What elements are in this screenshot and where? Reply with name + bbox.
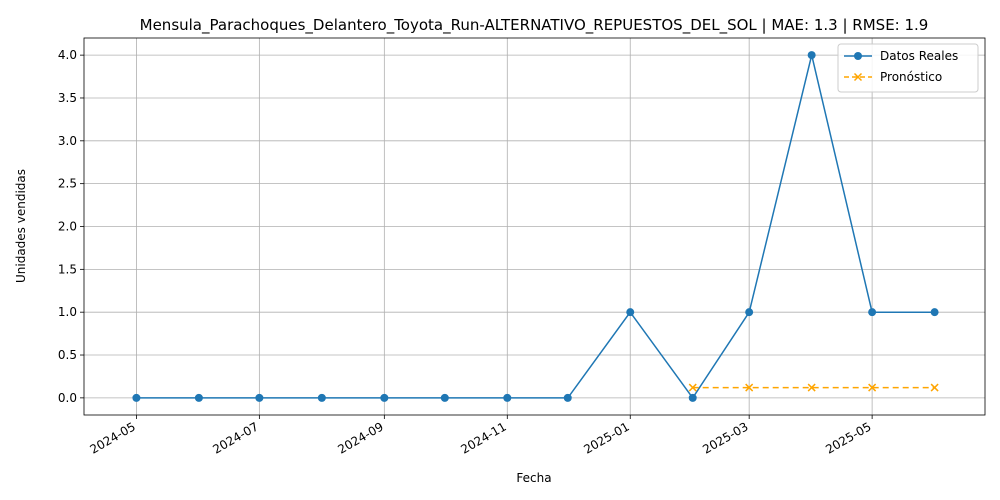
- y-axis-ticks: 0.0 0.5 1.0 1.5 2.0 2.5 3.0 3.5 4.0: [58, 48, 84, 405]
- data-point-actual: [132, 393, 141, 402]
- data-point-actual: [868, 308, 877, 317]
- data-point-actual: [503, 393, 512, 402]
- series-layer: [132, 51, 939, 402]
- data-point-actual: [563, 393, 572, 402]
- y-tick-label: 1.5: [58, 262, 77, 276]
- legend-item-actual: Datos Reales: [844, 49, 958, 63]
- y-tick-label: 0.0: [58, 391, 77, 405]
- x-tick-label: 2025-03: [700, 419, 750, 456]
- x-tick-label: 2025-01: [581, 419, 631, 456]
- x-tick-label: 2024-09: [335, 419, 385, 456]
- data-point-forecast: [745, 383, 754, 392]
- data-point-actual: [807, 51, 816, 60]
- series-line-actual: [136, 54, 935, 400]
- data-point-actual: [255, 393, 264, 402]
- data-point-forecast: [868, 383, 877, 392]
- data-point-forecast: [930, 383, 939, 392]
- x-tick-label: 2024-05: [87, 419, 137, 456]
- data-point-actual: [317, 393, 326, 402]
- data-point-actual: [930, 308, 939, 317]
- x-tick-label: 2025-05: [823, 419, 873, 456]
- grid-lines: [84, 38, 985, 415]
- y-tick-label: 2.0: [58, 220, 77, 234]
- legend-label-actual: Datos Reales: [880, 49, 958, 63]
- y-tick-label: 4.0: [58, 48, 77, 62]
- y-tick-label: 2.5: [58, 177, 77, 191]
- y-tick-label: 1.0: [58, 305, 77, 319]
- plot-frame: [83, 37, 986, 416]
- x-axis-label: Fecha: [516, 471, 551, 485]
- data-point-actual: [380, 393, 389, 402]
- y-tick-label: 0.5: [58, 348, 77, 362]
- legend-box: [837, 43, 979, 93]
- chart-title: Mensula_Parachoques_Delantero_Toyota_Run…: [140, 16, 929, 35]
- y-tick-label: 3.0: [58, 134, 77, 148]
- y-tick-label: 3.5: [58, 91, 77, 105]
- y-axis-label: Unidades vendidas: [14, 169, 28, 283]
- data-point-actual: [688, 393, 697, 402]
- data-point-actual: [626, 308, 635, 317]
- data-point-forecast: [688, 383, 697, 392]
- legend: Datos Reales Pronóstico: [837, 43, 979, 93]
- legend-marker-forecast: [853, 72, 863, 82]
- legend-label-forecast: Pronóstico: [880, 70, 942, 84]
- legend-item-forecast: Pronóstico: [844, 70, 942, 84]
- x-tick-label: 2024-11: [458, 419, 508, 456]
- x-axis-ticks: 2024-05 2024-07 2024-09 2024-11 2025-01 2025-…: [87, 415, 874, 457]
- x-tick-label: 2024-07: [210, 419, 260, 456]
- data-point-forecast: [807, 383, 816, 392]
- data-point-actual: [440, 393, 449, 402]
- data-point-actual: [194, 393, 203, 402]
- data-point-actual: [745, 308, 754, 317]
- legend-marker-actual: [854, 52, 862, 60]
